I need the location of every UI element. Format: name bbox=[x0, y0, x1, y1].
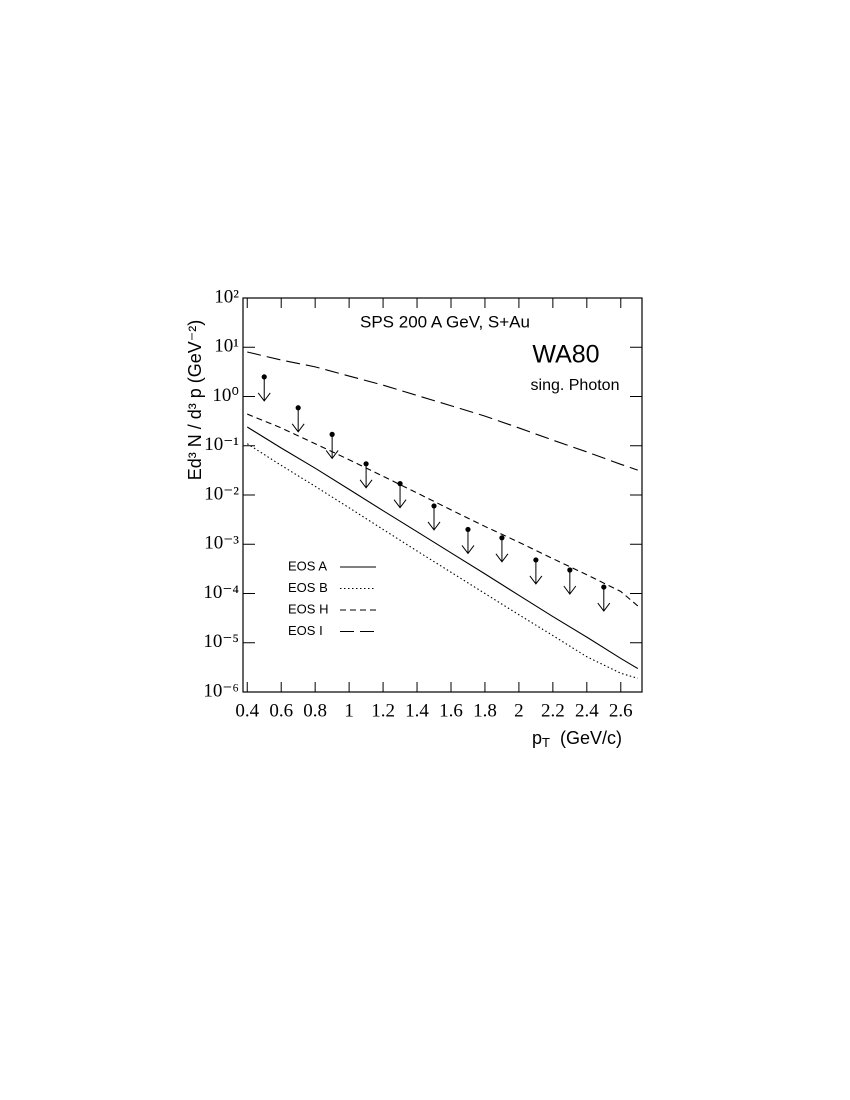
x-tick-label: 0.8 bbox=[303, 700, 327, 721]
upper-limit-arrow bbox=[257, 376, 271, 402]
y-tick-label: 10¹ bbox=[214, 336, 239, 357]
upper-limit-arrow bbox=[427, 505, 441, 531]
upper-limit-arrow bbox=[325, 434, 339, 460]
legend-label: EOS B bbox=[288, 580, 328, 595]
x-tick-label: 1.8 bbox=[473, 700, 497, 721]
x-tick-label: 1.2 bbox=[371, 700, 395, 721]
x-tick-label: 2 bbox=[514, 700, 524, 721]
y-tick-label: 10⁻⁴ bbox=[203, 582, 239, 603]
upper-limit-arrow bbox=[563, 570, 577, 595]
upper-limit-arrow bbox=[359, 463, 373, 489]
y-tick-label: 10⁻³ bbox=[204, 533, 239, 554]
annotation: WA80 bbox=[532, 341, 599, 369]
annotation: sing. Photon bbox=[531, 377, 620, 394]
series-line bbox=[247, 413, 639, 607]
x-label-sub: T bbox=[542, 735, 550, 750]
series-line bbox=[247, 351, 638, 471]
upper-limit-arrow bbox=[597, 587, 611, 612]
x-tick-label: 2.4 bbox=[575, 700, 599, 721]
upper-limit-arrow bbox=[495, 537, 509, 563]
x-label-unit: (GeV/c) bbox=[560, 728, 622, 748]
y-tick-label: 10² bbox=[214, 286, 239, 307]
legend-label: EOS A bbox=[288, 558, 327, 573]
legend-label: EOS H bbox=[288, 601, 328, 616]
y-tick-label: 10⁻⁶ bbox=[203, 680, 239, 701]
x-tick-label: 1 bbox=[344, 700, 354, 721]
x-tick-label: 1.6 bbox=[439, 700, 463, 721]
y-axis-label: Ed³ N / d³ p (GeV⁻²) bbox=[185, 320, 205, 481]
annotation: SPS 200 A GeV, S+Au bbox=[360, 312, 530, 331]
upper-limit-arrow bbox=[393, 483, 407, 509]
y-tick-label: 10⁻⁵ bbox=[203, 631, 239, 652]
upper-limit-arrow bbox=[529, 559, 543, 585]
x-label-main: p bbox=[532, 728, 542, 748]
y-tick-label: 10⁻¹ bbox=[204, 434, 239, 455]
x-tick-label: 0.4 bbox=[235, 700, 259, 721]
upper-limit-arrow bbox=[461, 529, 475, 555]
x-tick-label: 1.4 bbox=[405, 700, 429, 721]
x-axis-label: pT (GeV/c) bbox=[532, 728, 622, 751]
x-tick-label: 2.6 bbox=[609, 700, 633, 721]
legend-label: EOS I bbox=[288, 623, 323, 638]
y-tick-label: 10⁰ bbox=[212, 385, 239, 406]
x-tick-label: 2.2 bbox=[541, 700, 565, 721]
series-line bbox=[246, 443, 638, 679]
x-tick-label: 0.6 bbox=[269, 700, 293, 721]
series-line bbox=[246, 426, 639, 669]
upper-limit-arrow bbox=[291, 407, 305, 433]
y-tick-label: 10⁻² bbox=[204, 483, 239, 504]
